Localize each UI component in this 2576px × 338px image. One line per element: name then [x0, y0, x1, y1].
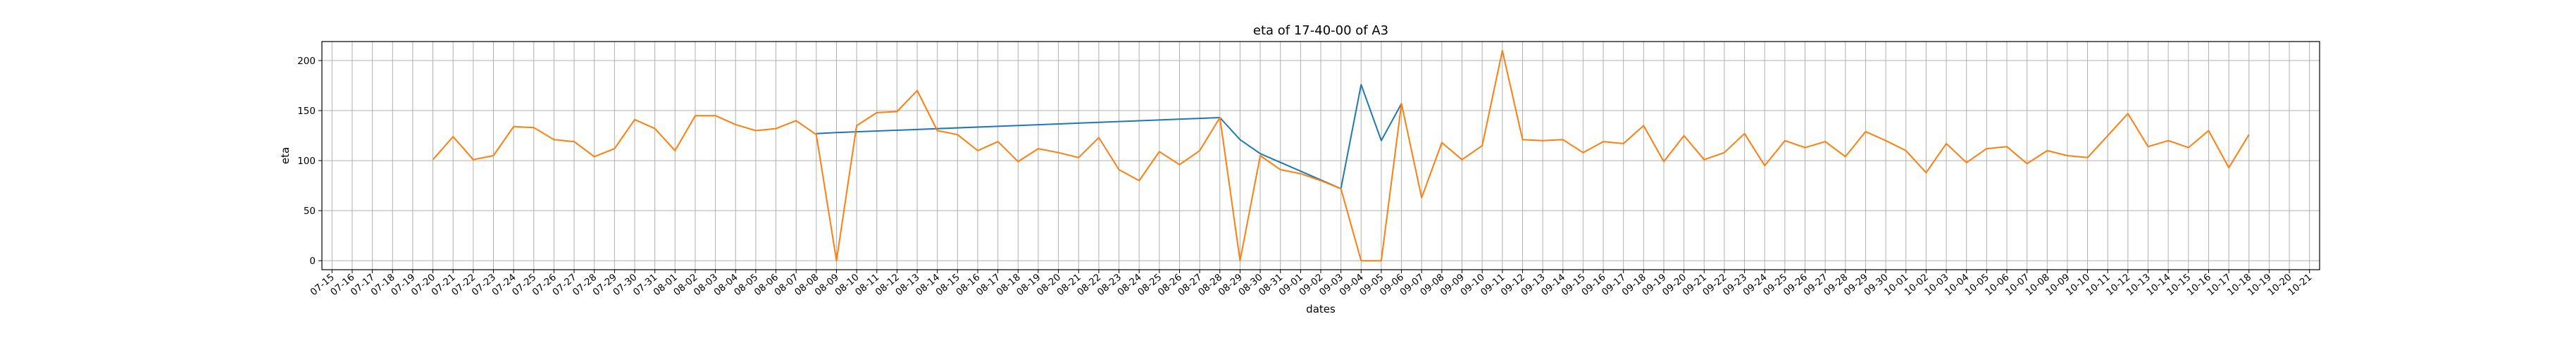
series-line-1 — [432, 49, 2250, 262]
y-tick-label: 50 — [304, 206, 316, 217]
series-line-0 — [816, 84, 1402, 189]
y-tick-label: 150 — [297, 106, 316, 117]
grid-lines — [322, 42, 2320, 270]
y-axis-label: eta — [279, 147, 292, 164]
y-tick-label: 0 — [309, 256, 316, 267]
y-axis-ticks: 0 50 100 150 200 — [297, 56, 322, 267]
chart-title: eta of 17-40-00 of A3 — [1253, 23, 1388, 38]
y-tick-label: 100 — [297, 156, 316, 167]
data-series — [432, 49, 2250, 262]
y-tick-label: 200 — [297, 56, 316, 67]
x-axis-label: dates — [1306, 303, 1336, 315]
